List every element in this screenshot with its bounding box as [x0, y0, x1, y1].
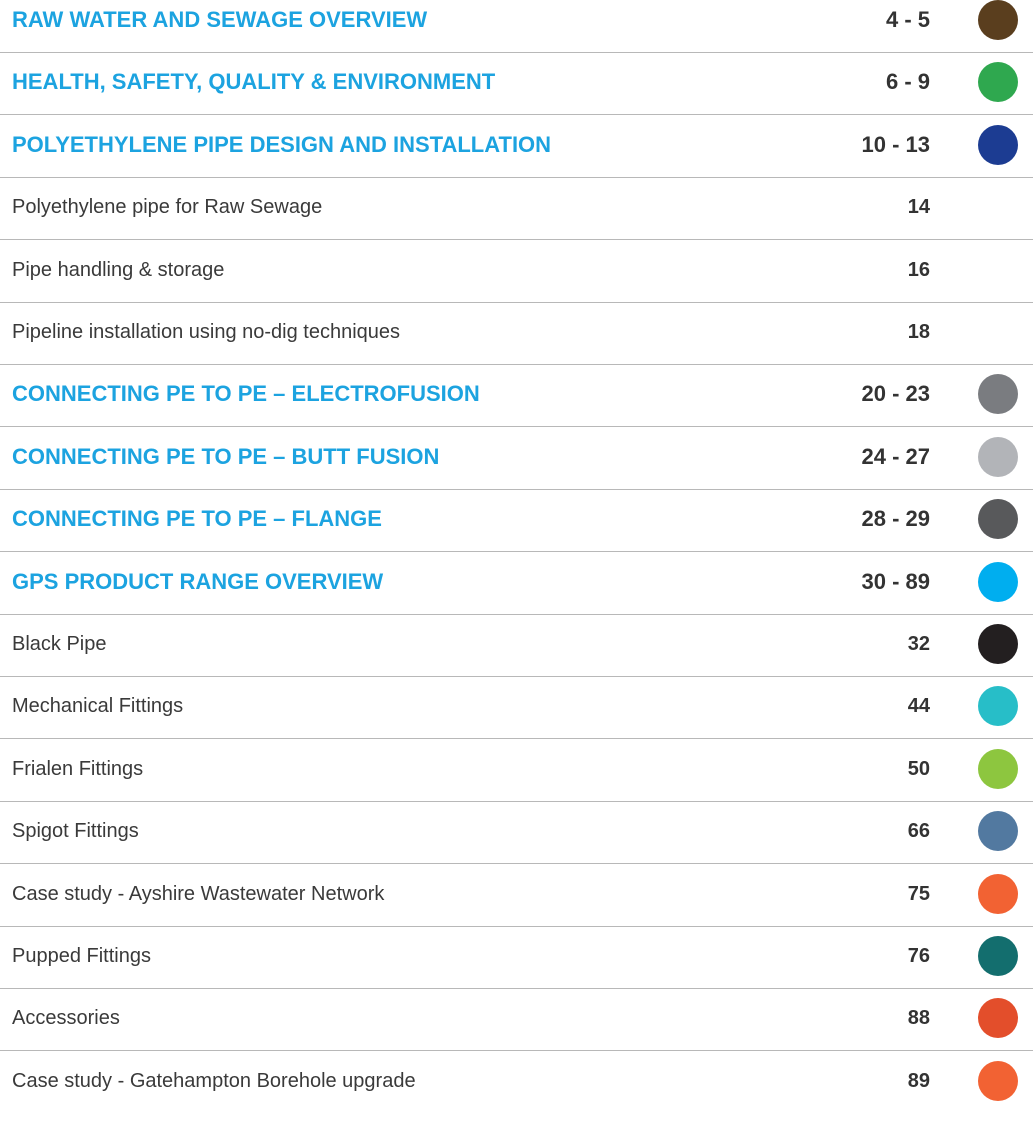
separator: [0, 614, 1033, 615]
toc-entry: Case study - Gatehampton Borehole upgrad…: [0, 1060, 1033, 1123]
entry-pages: 76: [907, 945, 930, 967]
section-color-dot: [978, 936, 1018, 976]
entry-pages: 50: [907, 757, 930, 780]
toc-entry: Spigot Fittings 66: [0, 811, 1033, 873]
toc-entry: Pipe handling & storage 16: [0, 250, 1033, 312]
toc-entry: GPS PRODUCT RANGE OVERVIEW 30 - 89: [0, 561, 1033, 624]
separator: [0, 114, 1033, 115]
section-color-dot: [978, 499, 1018, 540]
section-color-dot: [978, 374, 1018, 415]
separator: [0, 177, 1033, 178]
entry-title: Case study - Gatehampton Borehole upgrad…: [12, 1069, 416, 1092]
toc-entry: CONNECTING PE TO PE – FLANGE 28 - 29: [0, 499, 1033, 561]
toc-entry: Pipeline installation using no-dig techn…: [0, 312, 1033, 374]
separator: [0, 738, 1033, 739]
section-color-dot: [978, 0, 1018, 40]
entry-pages: 30 - 89: [861, 568, 931, 594]
entry-title: Pupped Fittings: [12, 945, 151, 967]
section-color-dot: [978, 62, 1018, 103]
entry-title: Spigot Fittings: [12, 820, 139, 843]
entry-title: GPS PRODUCT RANGE OVERVIEW: [12, 568, 384, 594]
toc-entry: Black Pipe 32: [0, 624, 1033, 686]
separator: [0, 489, 1033, 490]
entry-pages: 16: [907, 258, 930, 281]
toc-entry: Accessories 88: [0, 998, 1033, 1060]
toc-entry: Mechanical Fittings 44: [0, 686, 1033, 748]
entry-title: Pipeline installation using no-dig techn…: [12, 321, 401, 343]
separator: [0, 239, 1033, 240]
separator: [0, 364, 1033, 365]
entry-pages: 88: [907, 1007, 930, 1030]
entry-pages: 20 - 23: [861, 381, 931, 407]
entry-title: CONNECTING PE TO PE – ELECTROFUSION: [12, 381, 480, 407]
section-color-dot: [978, 748, 1018, 789]
entry-pages: 89: [907, 1069, 930, 1092]
entry-title: HEALTH, SAFETY, QUALITY & ENVIRONMENT: [12, 69, 496, 95]
entry-title: RAW WATER AND SEWAGE OVERVIEW: [12, 7, 428, 32]
entry-title: Accessories: [12, 1007, 120, 1030]
separator: [0, 863, 1033, 864]
separator: [0, 801, 1033, 802]
section-color-dot: [978, 1060, 1018, 1101]
entry-pages: 14: [907, 196, 930, 219]
section-color-dot: [978, 873, 1018, 914]
entry-title: Pipe handling & storage: [12, 258, 225, 281]
entry-pages: 10 - 13: [861, 131, 931, 157]
section-color-dot: [978, 811, 1018, 852]
entry-title: Mechanical Fittings: [12, 695, 184, 718]
entry-title: Polyethylene pipe for Raw Sewage: [12, 196, 323, 219]
entry-pages: 6 - 9: [885, 69, 930, 95]
entry-title: CONNECTING PE TO PE – BUTT FUSION: [12, 443, 440, 469]
separator: [0, 988, 1033, 989]
toc-entry: CONNECTING PE TO PE – ELECTROFUSION 20 - …: [0, 374, 1033, 436]
toc-entry: POLYETHYLENE PIPE DESIGN AND INSTALLATIO…: [0, 124, 1033, 187]
section-color-dot: [978, 998, 1018, 1039]
entry-pages: 44: [907, 695, 930, 718]
toc-entry: Polyethylene pipe for Raw Sewage 14: [0, 187, 1033, 249]
toc-entry: Pupped Fittings 76: [0, 936, 1033, 998]
separator: [0, 551, 1033, 552]
entry-title: POLYETHYLENE PIPE DESIGN AND INSTALLATIO…: [12, 131, 552, 157]
separator: [0, 52, 1033, 53]
section-color-dot: [978, 124, 1018, 165]
toc-entry: RAW WATER AND SEWAGE OVERVIEW 4 - 5: [0, 0, 1033, 62]
entry-pages: 28 - 29: [861, 506, 931, 532]
entry-title: Case study - Ayshire Wastewater Network: [12, 882, 385, 905]
toc-entry: HEALTH, SAFETY, QUALITY & ENVIRONMENT 6 -…: [0, 62, 1033, 124]
separator: [0, 302, 1033, 303]
entry-pages: 18: [907, 321, 930, 343]
section-color-dot: [978, 686, 1018, 727]
toc-entry: Frialen Fittings 50: [0, 748, 1033, 811]
entry-title: Black Pipe: [12, 633, 107, 655]
section-color-dot: [978, 624, 1018, 664]
entry-pages: 32: [907, 633, 930, 655]
entry-pages: 24 - 27: [861, 443, 931, 469]
separator: [0, 426, 1033, 427]
toc-entry: Case study - Ayshire Wastewater Network 7…: [0, 873, 1033, 936]
section-color-dot: [978, 436, 1018, 477]
entry-pages: 66: [907, 820, 930, 843]
entry-title: Frialen Fittings: [12, 757, 144, 780]
entry-pages: 4 - 5: [885, 7, 930, 32]
entry-title: CONNECTING PE TO PE – FLANGE: [12, 506, 382, 532]
separator: [0, 676, 1033, 677]
separator: [0, 926, 1033, 927]
toc-entry: CONNECTING PE TO PE – BUTT FUSION 24 - 27: [0, 436, 1033, 499]
separator: [0, 1050, 1033, 1051]
section-color-dot: [978, 561, 1018, 602]
entry-pages: 75: [907, 882, 930, 905]
